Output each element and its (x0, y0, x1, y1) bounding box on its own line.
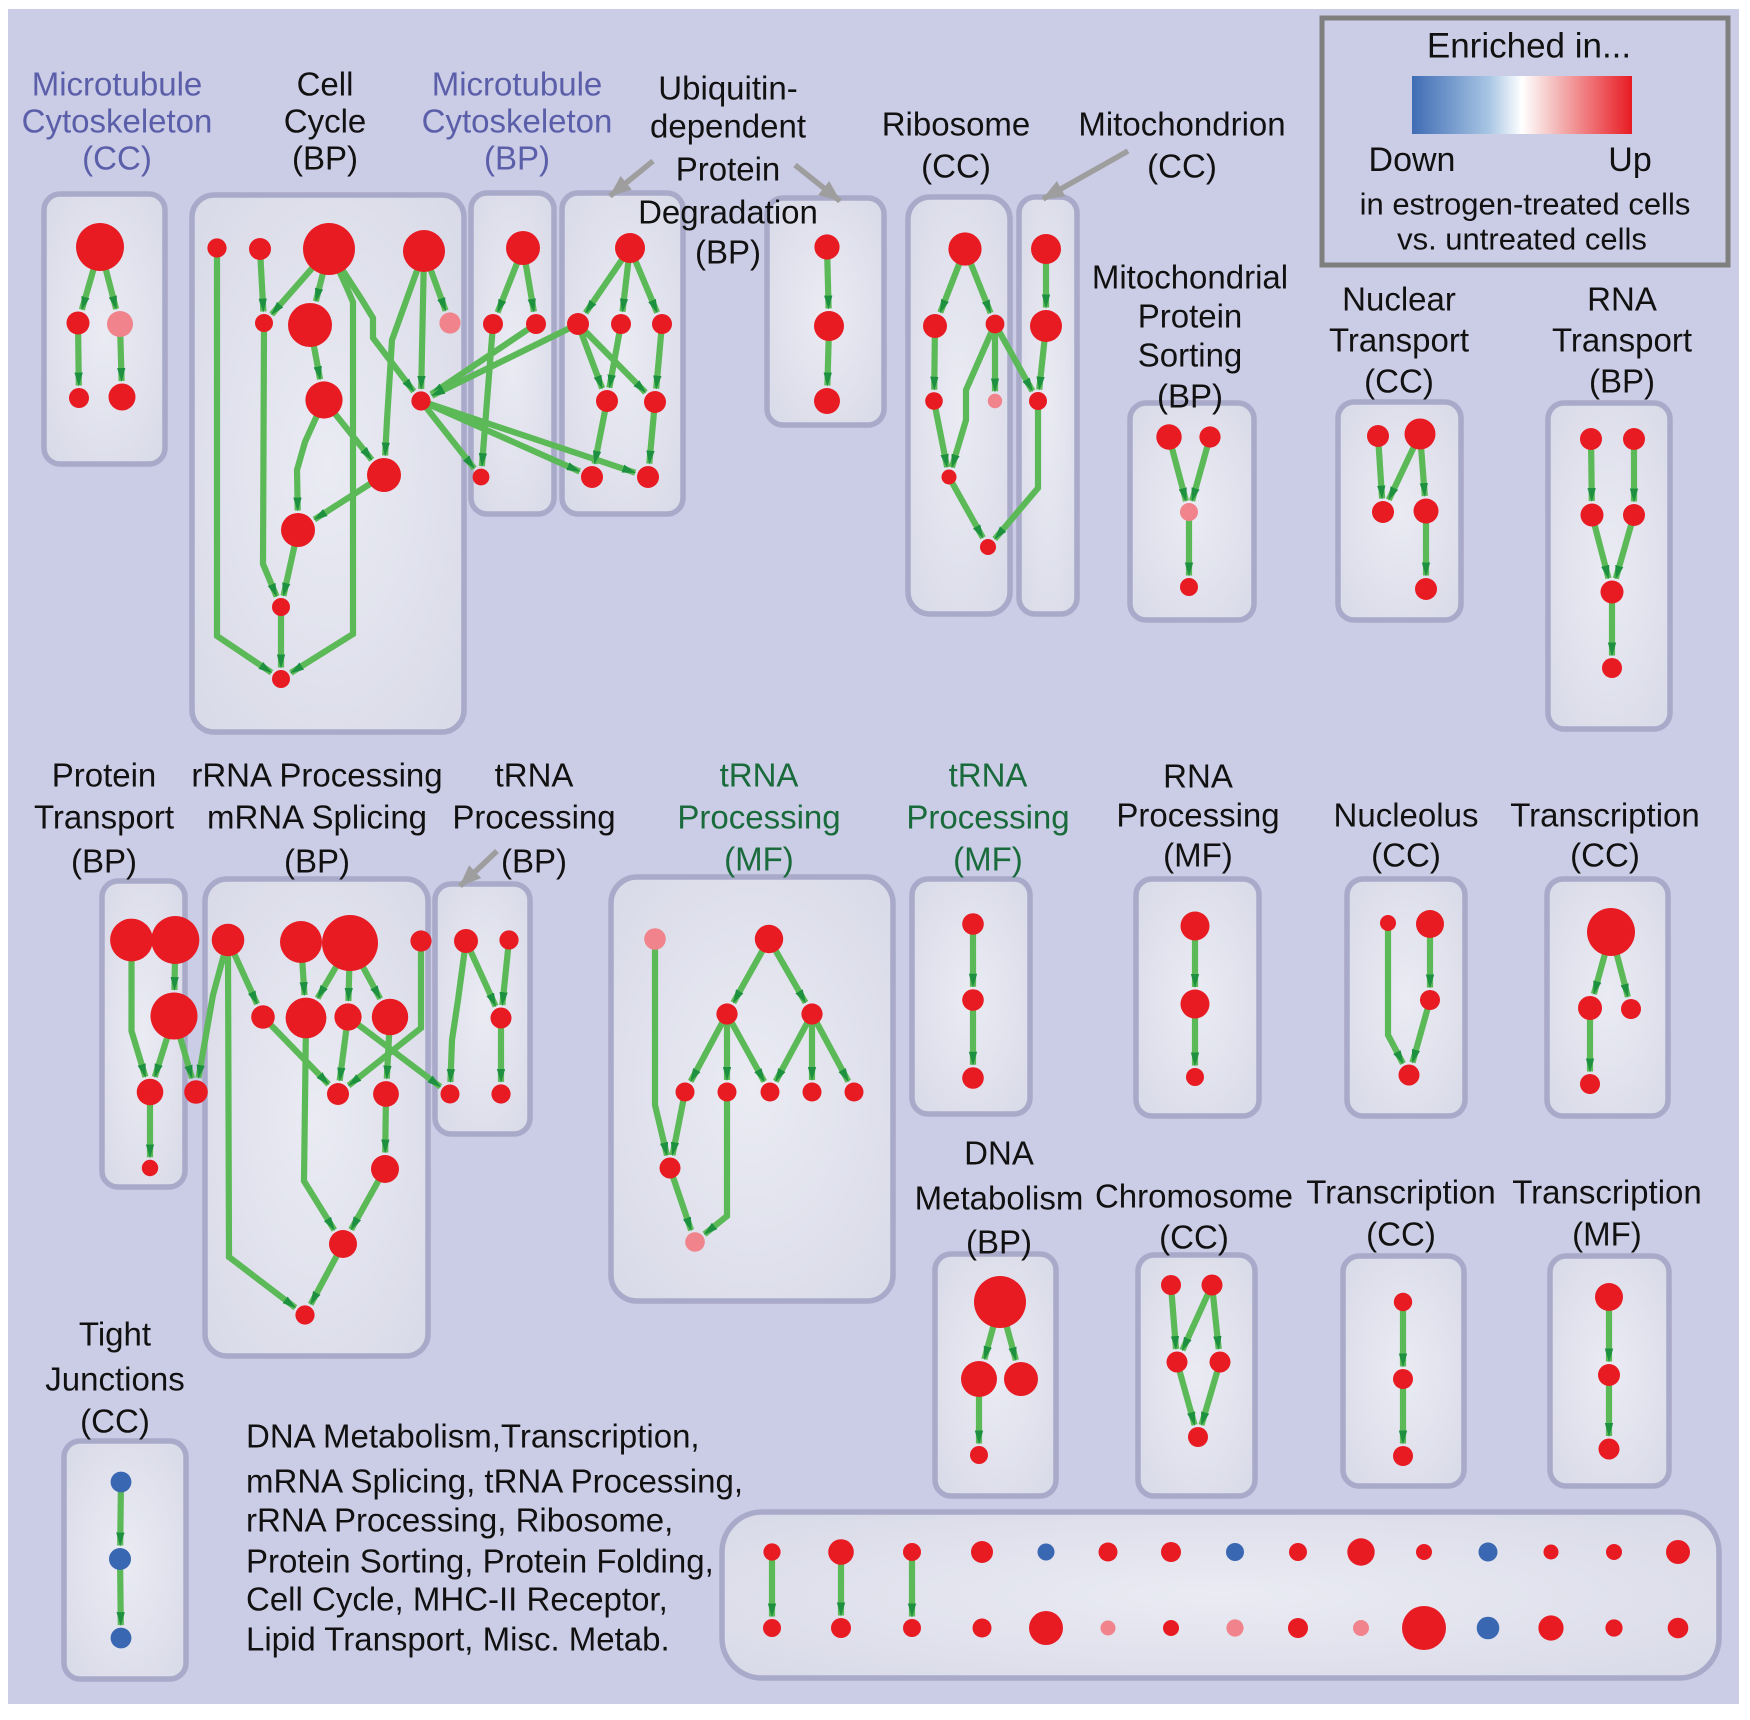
svg-text:Cell Cycle, MHC-II Receptor,: Cell Cycle, MHC-II Receptor, (246, 1581, 668, 1618)
svg-text:(BP): (BP) (292, 140, 358, 177)
svg-text:in estrogen-treated cells: in estrogen-treated cells (1360, 187, 1691, 222)
svg-text:Chromosome: Chromosome (1095, 1178, 1293, 1215)
svg-text:tRNA: tRNA (949, 757, 1028, 794)
svg-text:Ribosome: Ribosome (882, 106, 1031, 143)
svg-text:Transport: Transport (1329, 322, 1469, 359)
svg-text:(CC): (CC) (1159, 1219, 1229, 1256)
svg-text:tRNA: tRNA (495, 757, 574, 794)
svg-text:Protein: Protein (676, 151, 781, 188)
svg-text:(CC): (CC) (1570, 837, 1640, 874)
svg-text:tRNA: tRNA (720, 757, 799, 794)
svg-text:Microtubule: Microtubule (32, 66, 203, 103)
svg-text:Up: Up (1608, 141, 1651, 179)
svg-text:Processing: Processing (906, 799, 1069, 836)
svg-text:Nuclear: Nuclear (1342, 281, 1456, 318)
svg-text:DNA: DNA (964, 1135, 1034, 1172)
svg-text:(CC): (CC) (1147, 148, 1217, 185)
svg-text:Sorting: Sorting (1138, 337, 1243, 374)
svg-text:Degradation: Degradation (638, 194, 818, 231)
svg-text:dependent: dependent (650, 108, 806, 145)
svg-text:(BP): (BP) (966, 1224, 1032, 1261)
svg-text:Junctions: Junctions (45, 1361, 184, 1398)
svg-text:(BP): (BP) (284, 843, 350, 880)
svg-text:(BP): (BP) (71, 843, 137, 880)
svg-text:(BP): (BP) (501, 843, 567, 880)
svg-text:Down: Down (1369, 141, 1456, 179)
svg-text:(BP): (BP) (1589, 363, 1655, 400)
svg-text:Mitochondrial: Mitochondrial (1092, 259, 1288, 296)
svg-text:(BP): (BP) (1157, 378, 1223, 415)
svg-text:Cytoskeleton: Cytoskeleton (22, 103, 213, 140)
svg-text:DNA Metabolism,Transcription,: DNA Metabolism,Transcription, (246, 1418, 700, 1455)
svg-text:vs. untreated cells: vs. untreated cells (1397, 222, 1647, 257)
svg-text:Microtubule: Microtubule (432, 66, 603, 103)
svg-text:Cycle: Cycle (284, 103, 367, 140)
svg-text:rRNA Processing, Ribosome,: rRNA Processing, Ribosome, (246, 1502, 673, 1539)
svg-text:Metabolism: Metabolism (915, 1180, 1084, 1217)
svg-text:Lipid Transport, Misc. Metab.: Lipid Transport, Misc. Metab. (246, 1621, 670, 1658)
svg-text:(CC): (CC) (80, 1403, 150, 1440)
svg-text:Protein: Protein (52, 757, 157, 794)
svg-text:RNA: RNA (1587, 281, 1657, 318)
svg-text:(CC): (CC) (82, 140, 152, 177)
svg-text:Transcription: Transcription (1510, 797, 1700, 834)
svg-text:Processing: Processing (1116, 797, 1279, 834)
svg-text:Nucleolus: Nucleolus (1334, 797, 1479, 834)
svg-text:(CC): (CC) (921, 148, 991, 185)
svg-text:RNA: RNA (1163, 758, 1233, 795)
svg-text:(CC): (CC) (1371, 837, 1441, 874)
svg-text:Processing: Processing (452, 799, 615, 836)
svg-text:(BP): (BP) (695, 234, 761, 271)
svg-text:(CC): (CC) (1366, 1216, 1436, 1253)
svg-text:Processing: Processing (677, 799, 840, 836)
svg-text:Ubiquitin-: Ubiquitin- (658, 70, 797, 107)
svg-text:mRNA Splicing, tRNA Processing: mRNA Splicing, tRNA Processing, (246, 1463, 743, 1500)
svg-text:Cytoskeleton: Cytoskeleton (422, 103, 613, 140)
svg-text:Transport: Transport (1552, 322, 1692, 359)
svg-text:(MF): (MF) (953, 841, 1023, 878)
svg-text:(MF): (MF) (1163, 837, 1233, 874)
svg-text:Transcription: Transcription (1306, 1174, 1496, 1211)
svg-text:(MF): (MF) (724, 841, 794, 878)
svg-text:Protein: Protein (1138, 298, 1243, 335)
svg-text:Tight: Tight (79, 1316, 151, 1353)
svg-text:Protein Sorting, Protein Foldi: Protein Sorting, Protein Folding, (246, 1543, 714, 1580)
svg-text:mRNA Splicing: mRNA Splicing (207, 799, 427, 836)
svg-text:rRNA Processing: rRNA Processing (191, 757, 442, 794)
svg-text:Cell: Cell (297, 66, 354, 103)
svg-text:(MF): (MF) (1572, 1216, 1642, 1253)
svg-text:(BP): (BP) (484, 140, 550, 177)
svg-text:(CC): (CC) (1364, 363, 1434, 400)
svg-text:Transcription: Transcription (1512, 1174, 1702, 1211)
svg-text:Mitochondrion: Mitochondrion (1078, 106, 1285, 143)
svg-text:Enriched in...: Enriched in... (1427, 27, 1631, 66)
svg-text:Transport: Transport (34, 799, 174, 836)
